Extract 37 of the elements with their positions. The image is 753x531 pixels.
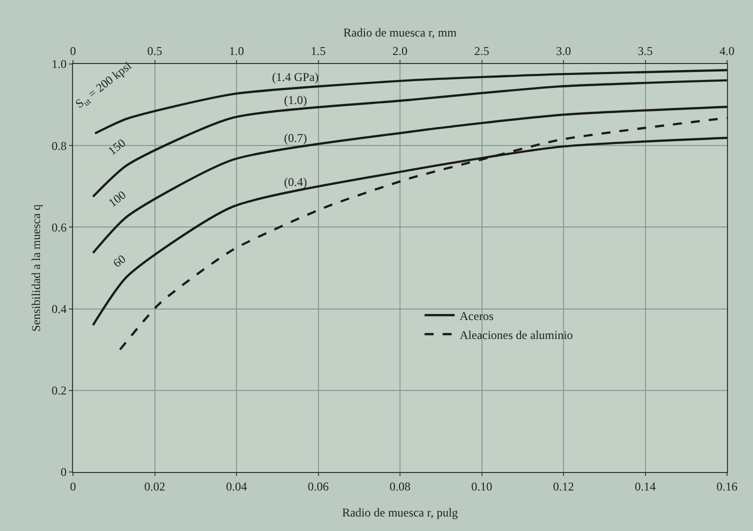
legend-label: Aceros (460, 308, 494, 323)
annotation: (0.4) (284, 175, 307, 189)
x-tick-label: 0.12 (553, 479, 574, 494)
x2-tick-label: 3.0 (556, 44, 571, 58)
y-tick-label: 0 (60, 465, 67, 480)
line-series (92, 106, 727, 254)
annotation: 150 (105, 136, 128, 158)
annotation: (0.7) (284, 131, 307, 145)
y-tick-label: 0.2 (52, 384, 67, 398)
x-tick-label: 0.08 (390, 479, 410, 494)
x-tick-label: 0 (70, 479, 76, 494)
y-tick-label: 0.4 (52, 302, 67, 316)
x-tick-label: 0.06 (308, 479, 329, 494)
x-tick-label: 0.04 (226, 479, 247, 494)
legend-label: Aleaciones de aluminio (460, 328, 573, 342)
x2-tick-label: 1.5 (310, 44, 326, 58)
annotation: (1.4 GPa) (272, 70, 319, 84)
x2-tick-label: 3.5 (638, 44, 653, 58)
x-tick-label: 0.02 (144, 479, 166, 494)
x-tick-label: 0.16 (716, 479, 738, 494)
x2-tick-label: 2.5 (474, 44, 490, 58)
annotation: 60 (110, 252, 128, 270)
x2-axis-title: Radio de muesca r, mm (343, 26, 458, 40)
x2-tick-label: 2.0 (392, 44, 408, 58)
x-tick-label: 0.14 (634, 479, 656, 494)
annotation: 100 (106, 188, 129, 210)
y-tick-label: 1.0 (52, 57, 67, 72)
x2-tick-label: 0 (70, 44, 76, 58)
x2-tick-label: 4.0 (720, 44, 734, 58)
y-axis-title: Sensibilidad a la muesca q (28, 204, 43, 332)
annotation: (1.0) (284, 93, 307, 107)
x2-tick-label: 1.0 (229, 44, 244, 58)
x2-tick-label: 0.5 (147, 44, 162, 58)
x-tick-label: 0.10 (471, 479, 492, 494)
y-tick-label: 0.8 (52, 138, 67, 153)
y-tick-label: 0.6 (52, 220, 67, 234)
x-axis-title: Radio de muesca r, pulg (342, 505, 458, 520)
